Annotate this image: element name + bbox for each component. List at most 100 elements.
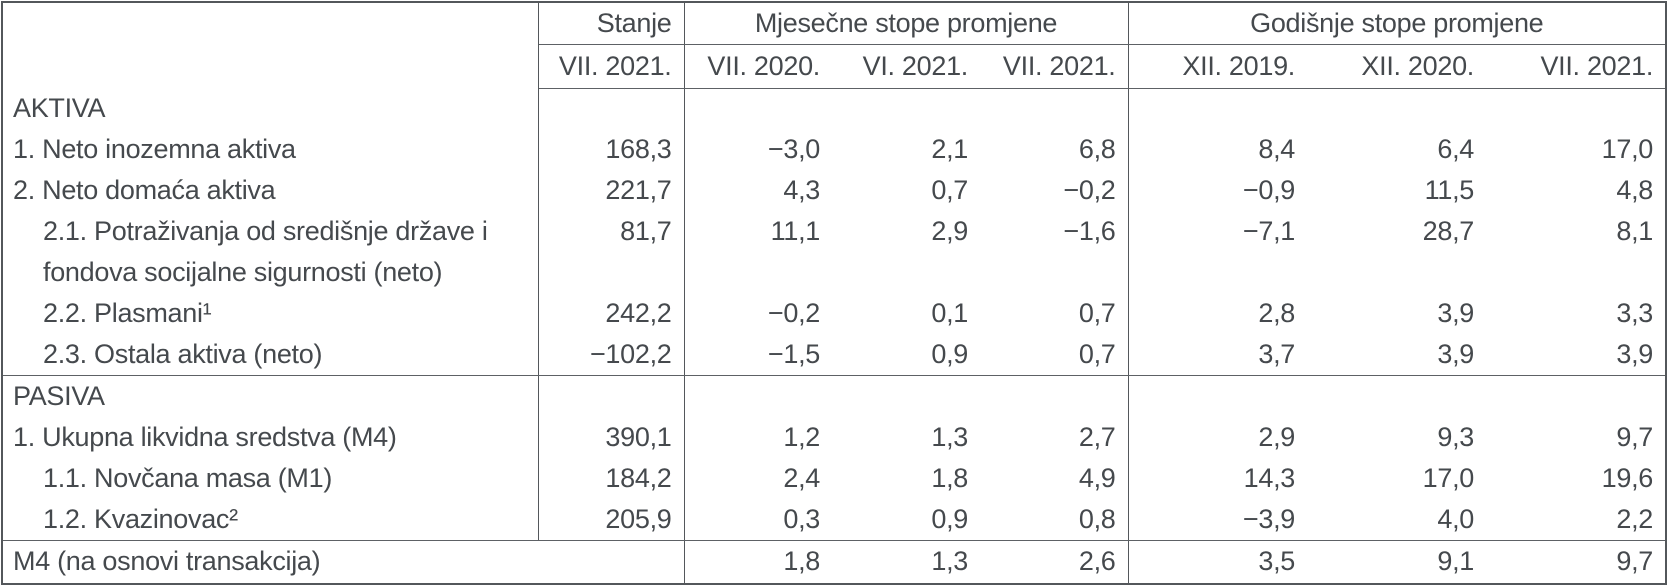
row-label: 1.1. Novčana masa (M1) — [2, 458, 539, 499]
row-label: 1. Neto inozemna aktiva — [2, 129, 539, 170]
cell-value: 3,3 — [1616, 298, 1654, 328]
cell-value: −0,9 — [1242, 175, 1295, 205]
cell-value — [980, 375, 1129, 417]
cell-value: −1,6 — [980, 211, 1129, 293]
table-row: 2.2. Plasmani¹ 242,2 −0,2 0,1 0,7 2,8 3,… — [2, 293, 1666, 334]
section-label: PASIVA — [2, 375, 539, 417]
cell-value: 19,6 — [1601, 463, 1654, 493]
cell-value: 8,4 — [1258, 134, 1295, 164]
cell-value: 8,1 — [1616, 216, 1654, 246]
cell-value: 17,0 — [1422, 463, 1475, 493]
cell-value: 9,3 — [1437, 422, 1474, 452]
cell-value: −1,5 — [684, 334, 832, 376]
table-row: 1.2. Kvazinovac² 205,9 0,3 0,9 0,8 −3,9 … — [2, 499, 1667, 541]
cell-value: −7,1 — [1242, 216, 1295, 246]
cell-value: 4,0 — [1307, 499, 1486, 541]
cell-value: 390,1 — [538, 417, 685, 458]
cell-value: 2,4 — [783, 463, 820, 493]
cell-value: −0,2 — [767, 298, 820, 328]
cell-value: 1,2 — [783, 422, 820, 452]
period-header: VII. 2021. — [1486, 44, 1667, 89]
row-label: 1.2. Kvazinovac² — [2, 499, 539, 541]
cell-value — [832, 88, 980, 129]
cell-value: 9,7 — [1616, 422, 1654, 452]
cell-value: 1,3 — [931, 546, 968, 576]
period-header: XII. 2019. — [1128, 44, 1307, 89]
period-header: VII. 2020. — [684, 44, 832, 89]
cell-value: 1,8 — [931, 463, 968, 493]
cell-value: 3,9 — [1437, 298, 1474, 328]
cell-value: 221,7 — [538, 170, 685, 211]
cell-value — [684, 376, 832, 418]
cell-value: 6,8 — [980, 129, 1129, 170]
cell-value: 3,5 — [1258, 546, 1295, 576]
table-row: 2.1. Potraživanja od središnje države i … — [2, 211, 1666, 293]
cell-value — [1307, 376, 1486, 418]
cell-value: 242,2 — [538, 293, 685, 334]
cell-value — [1486, 88, 1666, 129]
table-row: 1.1. Novčana masa (M1) 184,2 2,4 1,8 4,9… — [2, 458, 1666, 499]
cell-value: 2,7 — [980, 417, 1129, 458]
cell-value: 0,1 — [931, 298, 968, 328]
cell-value: 168,3 — [538, 129, 685, 170]
row-label: 1. Ukupna likvidna sredstva (M4) — [2, 417, 539, 458]
cell-value: 1,8 — [783, 546, 820, 576]
cell-value — [980, 88, 1129, 129]
table-row: 2.3. Ostala aktiva (neto) −102,2 −1,5 0,… — [2, 334, 1667, 376]
cell-value: 1,3 — [931, 422, 968, 452]
section-label: AKTIVA — [2, 88, 539, 129]
cell-value: 2,9 — [931, 216, 968, 246]
cell-value: 0,7 — [931, 175, 968, 205]
cell-value — [1486, 376, 1666, 418]
col-group-annual: Godišnje stope promjene — [1128, 2, 1667, 45]
row-label: M4 (na osnovi transakcija) — [2, 540, 685, 584]
period-header: VII. 2021. — [980, 44, 1129, 89]
corner-header-cell — [2, 2, 539, 88]
table-row: 1. Ukupna likvidna sredstva (M4) 390,1 1… — [2, 417, 1666, 458]
cell-value: −3,0 — [767, 134, 820, 164]
period-header: VII. 2021. — [538, 44, 685, 89]
cell-value: 2,8 — [1258, 298, 1295, 328]
cell-value: 184,2 — [538, 458, 685, 499]
cell-value: 0,7 — [980, 334, 1129, 376]
cell-value — [538, 375, 685, 417]
cell-value: 9,1 — [1437, 546, 1474, 576]
cell-value: 3,9 — [1307, 334, 1486, 376]
col-header-stanje: Stanje — [538, 2, 685, 45]
cell-value — [1307, 88, 1486, 129]
cell-value: 0,3 — [684, 499, 832, 541]
cell-value — [1128, 376, 1307, 418]
col-group-monthly: Mjesečne stope promjene — [684, 2, 1129, 45]
cell-value: −102,2 — [538, 334, 685, 376]
cell-value: 3,9 — [1486, 334, 1667, 376]
cell-value: −0,2 — [980, 170, 1129, 211]
cell-value: 2,9 — [1258, 422, 1295, 452]
section-row-aktiva: AKTIVA — [2, 88, 1666, 129]
cell-value — [538, 88, 685, 129]
section-row-pasiva: PASIVA — [2, 375, 1666, 418]
cell-value: 11,5 — [1424, 175, 1475, 205]
cell-value: 3,7 — [1128, 334, 1307, 376]
cell-value: 0,8 — [980, 499, 1129, 541]
table-row: 1. Neto inozemna aktiva 168,3 −3,0 2,1 6… — [2, 129, 1666, 170]
row-label: 2.1. Potraživanja od središnje države i … — [2, 211, 539, 293]
header-row-groups: Stanje Mjesečne stope promjene Godišnje … — [2, 2, 1667, 88]
cell-value: 205,9 — [538, 499, 685, 541]
cell-value: 9,7 — [1616, 546, 1654, 576]
header-row-periods: VII. 2021. VII. 2020. VI. 2021. VII. 202… — [2, 44, 1667, 89]
cell-value: 0,7 — [980, 293, 1129, 334]
cell-value: 14,3 — [1243, 463, 1296, 493]
cell-value: 2,1 — [931, 134, 968, 164]
cell-value: 17,0 — [1601, 134, 1654, 164]
cell-value: 0,9 — [832, 499, 980, 541]
row-label: 2.3. Ostala aktiva (neto) — [2, 334, 539, 376]
cell-value — [684, 88, 832, 129]
row-label: 2.2. Plasmani¹ — [2, 293, 539, 334]
cell-value: 2,2 — [1486, 499, 1667, 541]
cell-value: 6,4 — [1437, 134, 1474, 164]
cell-value: 28,7 — [1422, 216, 1475, 246]
cell-value: 11,1 — [770, 216, 821, 246]
period-header: VI. 2021. — [832, 44, 980, 89]
